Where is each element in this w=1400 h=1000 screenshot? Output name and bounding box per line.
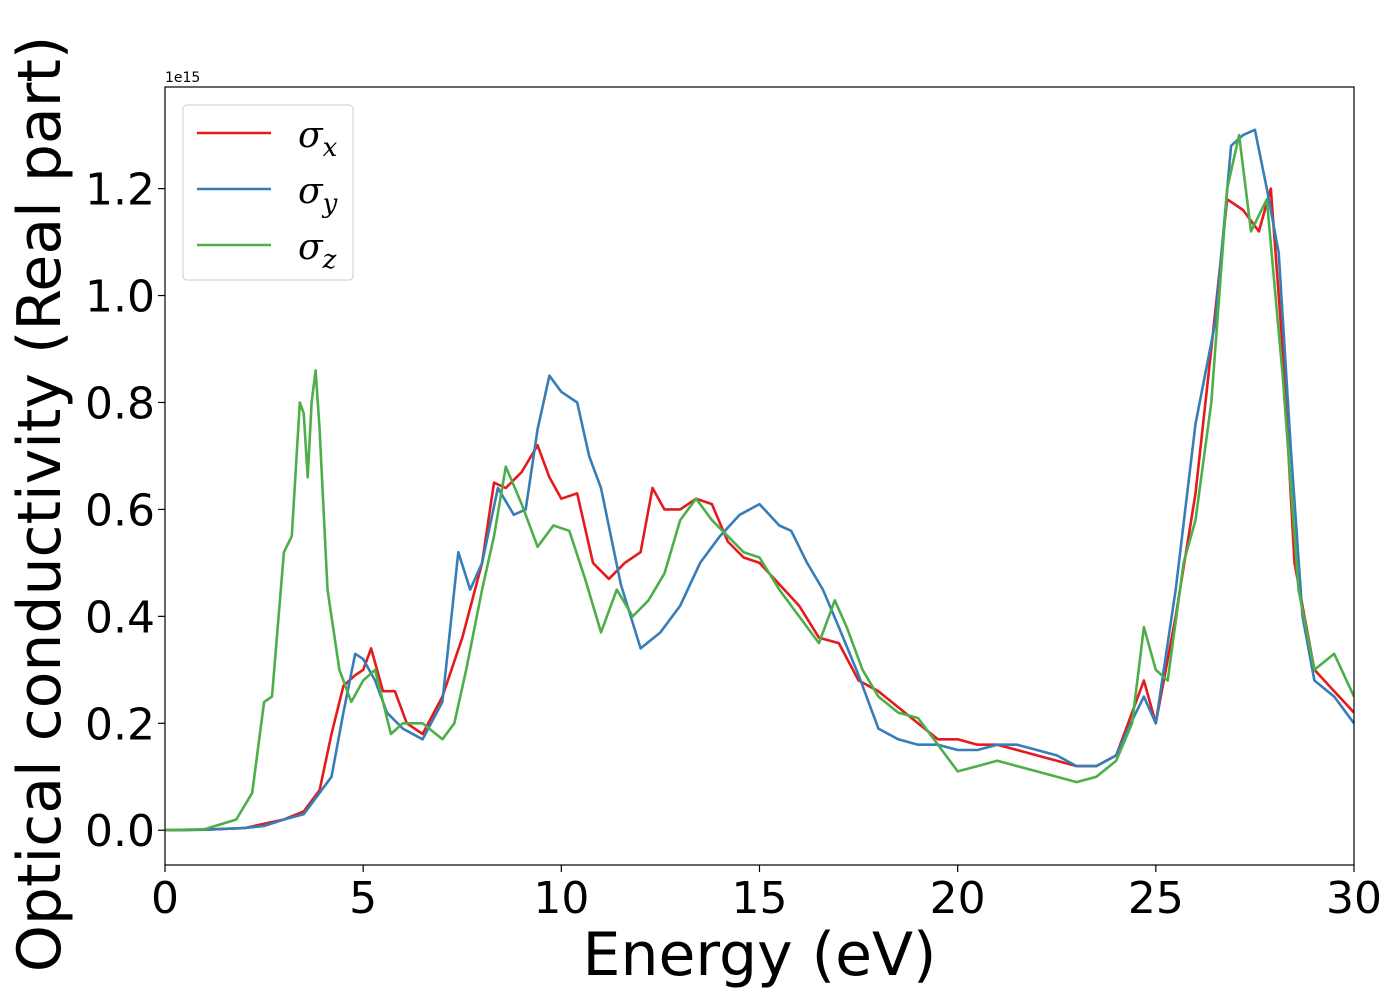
x-tick-label: 5 [349,873,377,924]
y-axis: 0.0 0.2 0.4 0.6 0.8 1.0 1.2 [85,165,165,857]
x-tick-label: 20 [930,873,986,924]
y-tick-label: 0.6 [85,485,155,536]
x-tick-label: 30 [1326,873,1382,924]
y-tick-label: 0.4 [85,592,155,643]
y-tick-label: 1.0 [85,272,155,323]
y-tick-label: 0.2 [85,699,155,750]
y-offset-text: 1e15 [165,70,200,86]
y-tick-label: 0.0 [85,806,155,857]
x-tick-label: 15 [732,873,788,924]
x-tick-label: 0 [151,873,179,924]
y-axis-title: Optical conductivity (Real part) [5,36,75,973]
plot-lines [165,128,1354,832]
legend-box [182,104,354,281]
x-axis: 0 5 10 15 20 25 30 [151,865,1382,924]
legend-label-z: σz [298,227,337,275]
x-tick-label: 25 [1128,873,1184,924]
x-tick-label: 10 [533,873,589,924]
series-line-z [165,133,1354,832]
y-tick-label: 1.2 [85,165,155,216]
y-tick-label: 0.8 [85,378,155,429]
series-line-x [165,187,1354,832]
x-axis-title: Energy (eV) [583,920,937,990]
